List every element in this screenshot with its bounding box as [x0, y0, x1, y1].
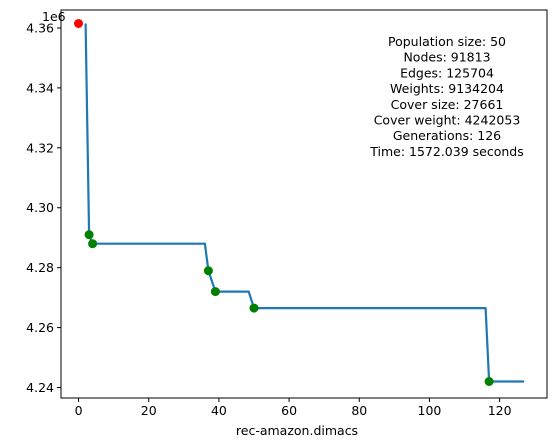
x-tick-label: 60 — [281, 403, 297, 418]
data-point-2 — [88, 239, 98, 249]
y-tick-label: 4.24 — [26, 380, 54, 395]
x-tick-label: 0 — [75, 403, 83, 418]
data-point-4 — [210, 287, 220, 297]
x-tick-label: 80 — [351, 403, 367, 418]
y-tick-label: 4.32 — [26, 140, 54, 155]
y-tick-label: 4.30 — [26, 200, 54, 215]
x-tick-label: 20 — [141, 403, 157, 418]
annotation-line: Cover size: 27661 — [391, 97, 504, 112]
annotation-line: Edges: 125704 — [400, 65, 494, 80]
data-point-6 — [484, 377, 494, 386]
x-tick-label: 100 — [418, 403, 442, 418]
data-point-5 — [249, 303, 259, 313]
x-axis-label: rec-amazon.dimacs — [236, 423, 358, 438]
y-tick-label: 4.28 — [26, 260, 54, 275]
x-axis: 0 20 40 60 80 100 120 — [75, 398, 512, 418]
annotation-line: Time: 1572.039 seconds — [369, 144, 524, 159]
y-tick-label: 4.36 — [26, 20, 54, 35]
annotation-line: Nodes: 91813 — [403, 50, 490, 65]
y-offset-label: 1e6 — [42, 9, 66, 24]
annotation-line: Cover weight: 4242053 — [374, 113, 521, 128]
x-tick-label: 40 — [211, 403, 227, 418]
data-point-3 — [203, 266, 213, 276]
y-tick-label: 4.34 — [26, 80, 54, 95]
y-axis: 4.24 4.26 4.28 4.30 4.32 4.34 4.36 — [26, 20, 61, 395]
data-point-1 — [84, 230, 94, 240]
data-point-0 — [74, 19, 83, 28]
axes-frame — [60, 9, 548, 399]
annotation-line: Generations: 126 — [393, 128, 501, 143]
x-tick-label: 120 — [488, 403, 512, 418]
y-tick-label: 4.26 — [26, 320, 54, 335]
annotation-line: Weights: 9134204 — [390, 81, 504, 96]
plot-area — [74, 19, 525, 386]
annotation-line: Population size: 50 — [388, 34, 506, 49]
